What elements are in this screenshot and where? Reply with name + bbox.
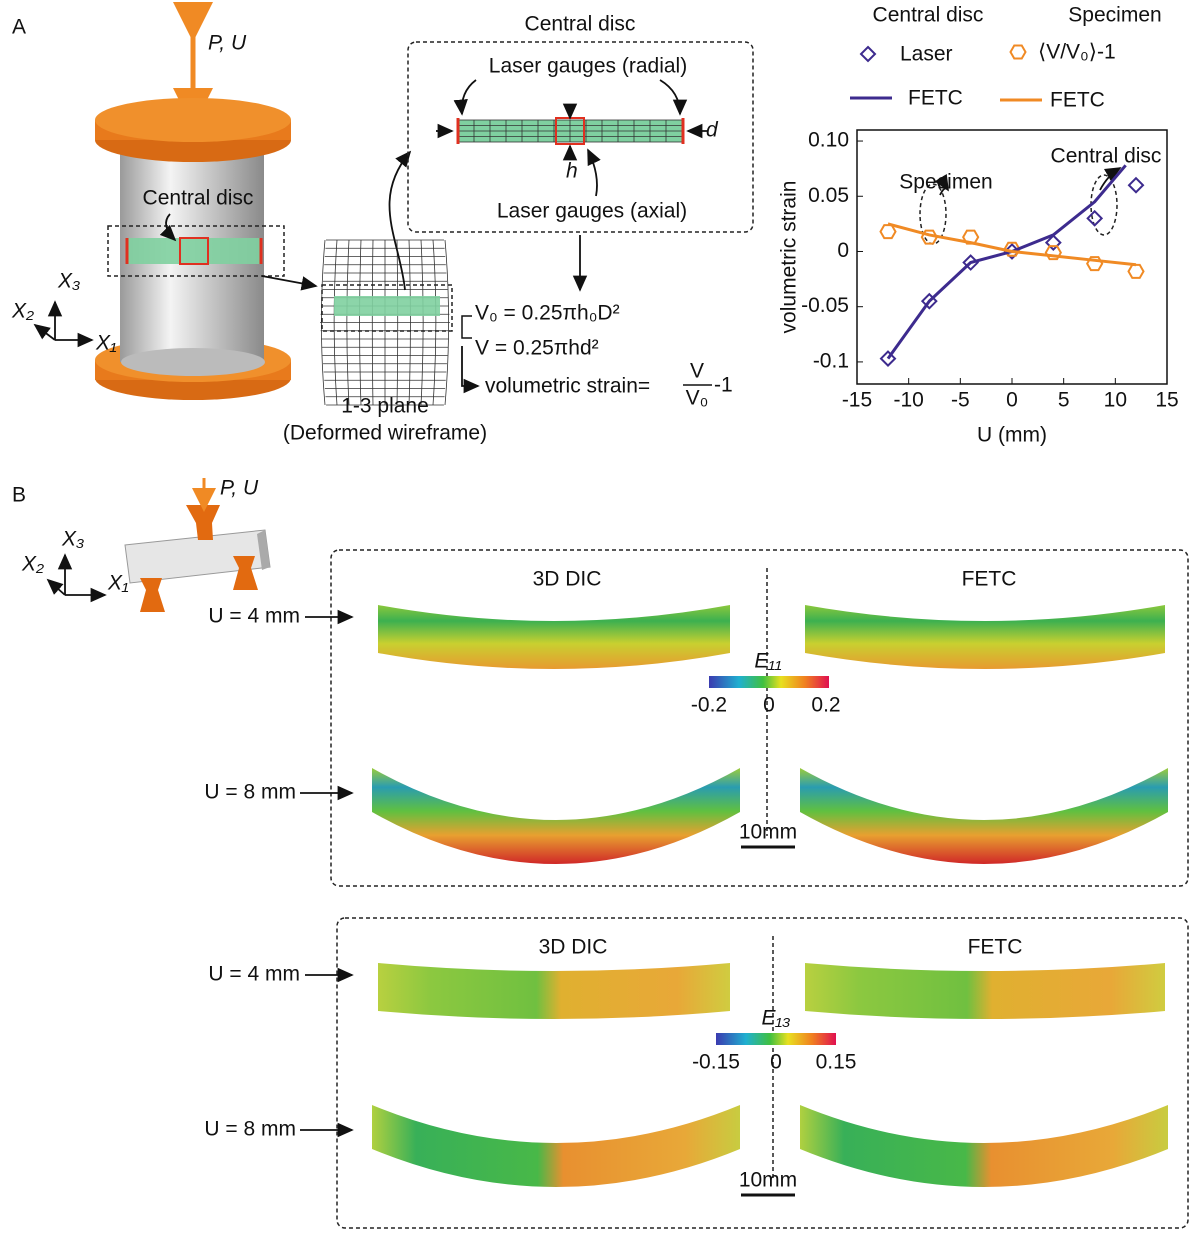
x-tick-label: -15 bbox=[842, 389, 872, 412]
strain-field bbox=[805, 605, 1165, 669]
load-step: U = 4 mm bbox=[208, 963, 300, 986]
legend-group: Specimen bbox=[1068, 4, 1161, 27]
legend-label: FETC bbox=[1050, 89, 1105, 112]
colorbar-tick: -0.2 bbox=[691, 694, 727, 717]
y-tick-label: 0 bbox=[837, 239, 849, 262]
legend-label: FETC bbox=[908, 87, 963, 110]
annotation: Specimen bbox=[899, 171, 992, 194]
formula: -1 bbox=[714, 374, 733, 397]
y-tick-label: -0.1 bbox=[813, 349, 849, 372]
method-label: FETC bbox=[962, 568, 1017, 591]
x-tick-label: -10 bbox=[893, 389, 923, 412]
colorbar bbox=[716, 1033, 836, 1045]
marker bbox=[881, 225, 896, 238]
disc-label: Central disc bbox=[143, 187, 254, 210]
dim-label: d bbox=[706, 119, 719, 142]
strain-field bbox=[800, 768, 1168, 864]
method-label: 3D DIC bbox=[539, 936, 608, 959]
plot-frame bbox=[857, 130, 1167, 384]
marker bbox=[1129, 178, 1143, 192]
colorbar-tick: 0.2 bbox=[811, 694, 840, 717]
load-step: U = 8 mm bbox=[204, 781, 296, 804]
method-label: FETC bbox=[968, 936, 1023, 959]
dim-label: h bbox=[566, 160, 578, 183]
colorbar-tick: 0.15 bbox=[816, 1051, 857, 1074]
formula: V₀ = 0.25πh₀D² bbox=[475, 302, 620, 325]
panel-label: A bbox=[12, 16, 26, 39]
marker bbox=[1088, 211, 1102, 225]
colorbar bbox=[709, 676, 829, 688]
gauge-label: Laser gauges (radial) bbox=[489, 55, 687, 78]
panel-label: B bbox=[12, 484, 26, 507]
strain-field bbox=[378, 605, 730, 669]
colorbar-title: E₁₃ bbox=[762, 1007, 791, 1030]
colorbar-tick: -0.15 bbox=[692, 1051, 740, 1074]
scale-label: 10mm bbox=[739, 821, 797, 844]
x-tick-label: 0 bbox=[1006, 389, 1018, 412]
colorbar-tick: 0 bbox=[763, 694, 775, 717]
formula: V bbox=[690, 360, 704, 383]
axis-label: X₃ bbox=[61, 528, 84, 551]
annotation: Central disc bbox=[1051, 145, 1162, 168]
strain-field bbox=[372, 768, 740, 864]
x-tick-label: -5 bbox=[951, 389, 970, 412]
plane-label: 1-3 plane bbox=[341, 395, 429, 418]
y-axis-label: volumetric strain bbox=[778, 181, 801, 334]
axis-label: X₁ bbox=[95, 332, 117, 355]
y-tick-label: -0.05 bbox=[801, 294, 849, 317]
series-line bbox=[888, 165, 1126, 358]
axis-label: X₃ bbox=[57, 270, 80, 293]
axis-label: X₁ bbox=[107, 572, 129, 595]
scale-label: 10mm bbox=[739, 1169, 797, 1192]
x-tick-label: 5 bbox=[1058, 389, 1070, 412]
strain-field bbox=[800, 1105, 1168, 1187]
load-label: P, U bbox=[208, 32, 247, 55]
load-step: U = 4 mm bbox=[208, 605, 300, 628]
legend-group: Central disc bbox=[873, 4, 984, 27]
colorbar-title: E₁₁ bbox=[754, 650, 782, 673]
figure: A P, U Central disc X₃ X₂ X₁ 1-3 plane (… bbox=[0, 0, 1193, 1231]
plane-label: (Deformed wireframe) bbox=[283, 422, 487, 445]
formula: volumetric strain= bbox=[485, 375, 650, 398]
legend-swatch bbox=[1011, 46, 1026, 59]
marker bbox=[1129, 265, 1144, 278]
x-axis-label: U (mm) bbox=[977, 424, 1047, 447]
x-tick-label: 15 bbox=[1155, 389, 1178, 412]
strain-field bbox=[378, 963, 730, 1019]
x-tick-label: 10 bbox=[1104, 389, 1127, 412]
box-title: Central disc bbox=[525, 13, 636, 36]
y-tick-label: 0.10 bbox=[808, 129, 849, 152]
legend-swatch bbox=[861, 47, 875, 61]
strain-field bbox=[372, 1105, 740, 1187]
load-step: U = 8 mm bbox=[204, 1118, 296, 1141]
colorbar-tick: 0 bbox=[770, 1051, 782, 1074]
strain-field bbox=[805, 963, 1165, 1019]
axis-label: X₂ bbox=[11, 300, 34, 323]
chart: Central disc Specimen -15 -10 -5 0 5 10 15 -0.1… bbox=[778, 4, 1179, 447]
formula: V₀ bbox=[686, 387, 709, 410]
y-tick-label: 0.05 bbox=[808, 184, 849, 207]
method-label: 3D DIC bbox=[533, 568, 602, 591]
formula: V = 0.25πhd² bbox=[475, 337, 599, 360]
axis-label: X₂ bbox=[21, 553, 44, 576]
load-label: P, U bbox=[220, 477, 259, 500]
legend-label: Laser bbox=[900, 43, 953, 66]
gauge-label: Laser gauges (axial) bbox=[497, 200, 687, 223]
legend-label: ⟨V/V₀⟩-1 bbox=[1038, 41, 1116, 64]
